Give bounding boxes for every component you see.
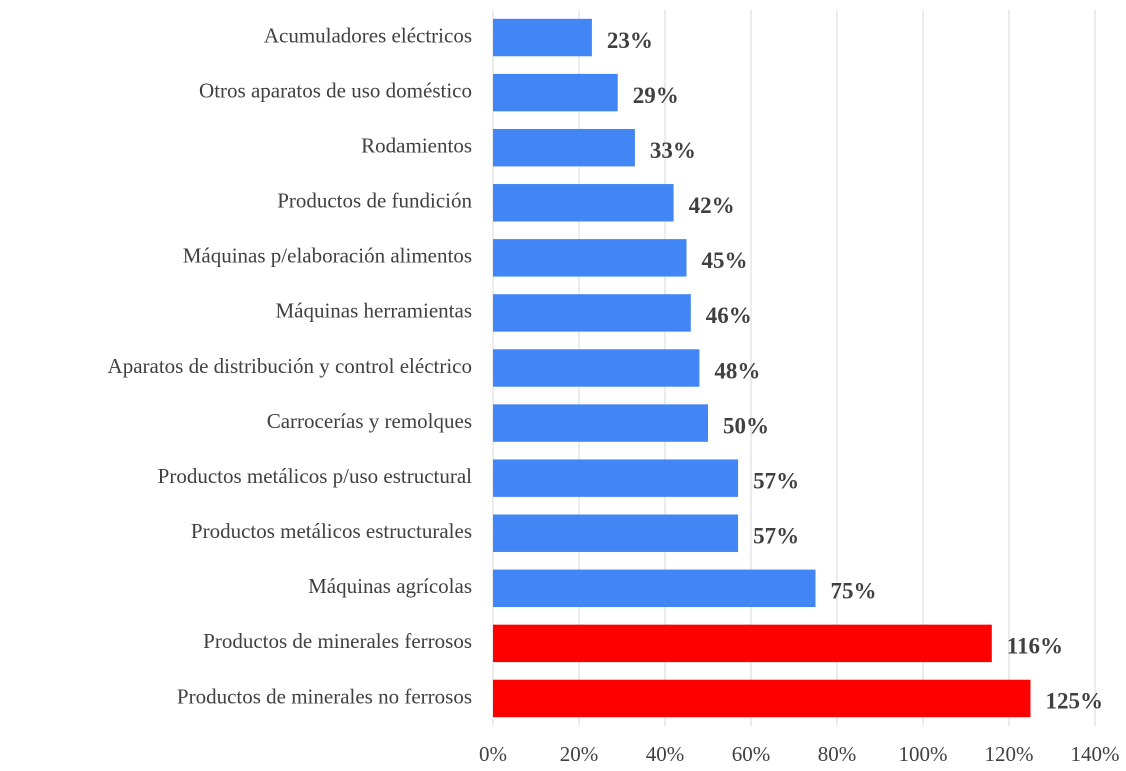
bar: [493, 459, 739, 497]
bar: [493, 294, 691, 332]
y-tick-label: Productos de minerales no ferrosos: [177, 684, 472, 708]
bar: [493, 624, 992, 663]
value-label: 42%: [689, 193, 735, 218]
x-tick-label: 20%: [560, 742, 599, 766]
bar: [493, 569, 816, 608]
y-tick-label: Máquinas p/elaboración alimentos: [183, 244, 472, 268]
value-label: 50%: [723, 413, 769, 438]
bar: [493, 514, 739, 552]
x-tick-label: 0%: [479, 742, 507, 766]
value-label: 48%: [714, 358, 760, 383]
y-tick-label: Acumuladores eléctricos: [264, 23, 472, 47]
x-tick-label: 140%: [1071, 742, 1120, 766]
bar: [493, 73, 618, 112]
value-label: 33%: [650, 138, 696, 163]
bar: [493, 404, 708, 442]
value-label: 23%: [607, 28, 653, 53]
y-tick-label: Máquinas herramientas: [275, 299, 472, 323]
bar: [493, 18, 592, 57]
x-tick-label: 100%: [899, 742, 948, 766]
y-tick-label: Productos de minerales ferrosos: [203, 629, 472, 653]
value-label: 75%: [831, 579, 877, 604]
y-tick-label: Máquinas agrícolas: [308, 574, 472, 598]
bar: [493, 679, 1031, 718]
x-tick-label: 80%: [818, 742, 857, 766]
bar: [493, 239, 687, 277]
y-tick-label: Productos metálicos p/uso estructural: [158, 464, 473, 488]
y-tick-label: Productos metálicos estructurales: [191, 519, 472, 543]
value-label: 29%: [633, 83, 679, 108]
x-tick-label: 60%: [732, 742, 771, 766]
bar: [493, 128, 635, 167]
y-tick-label: Rodamientos: [361, 134, 472, 158]
value-label: 125%: [1046, 689, 1104, 714]
y-tick-label: Productos de fundición: [277, 189, 472, 213]
value-label: 45%: [702, 248, 748, 273]
value-label: 57%: [753, 468, 799, 493]
value-label: 57%: [753, 524, 799, 549]
y-tick-label: Carrocerías y remolques: [267, 409, 472, 433]
bar: [493, 349, 700, 387]
x-tick-label: 120%: [985, 742, 1034, 766]
value-label: 116%: [1007, 634, 1063, 659]
value-label: 46%: [706, 303, 752, 328]
y-tick-label: Otros aparatos de uso doméstico: [199, 78, 472, 102]
bar: [493, 184, 674, 222]
y-tick-label: Aparatos de distribución y control eléct…: [108, 354, 472, 378]
x-tick-label: 40%: [646, 742, 685, 766]
